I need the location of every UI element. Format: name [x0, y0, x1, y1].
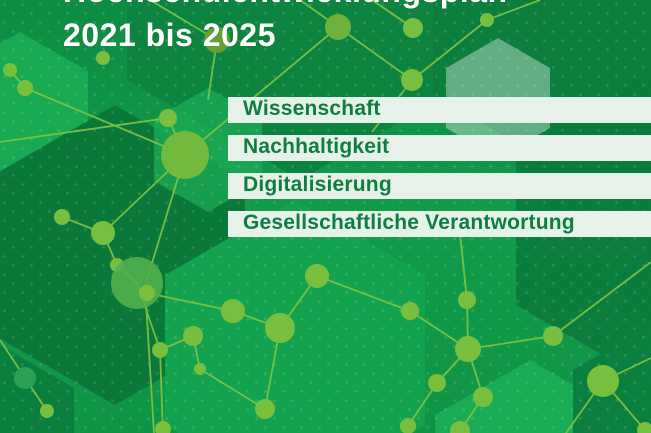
network-nodes: [3, 13, 651, 433]
topic-list: Wissenschaft Nachhaltigkeit Digitalisier…: [228, 97, 651, 249]
topic-label: Nachhaltigkeit: [243, 135, 390, 158]
topic-label: Gesellschaftliche Verantwortung: [243, 211, 575, 234]
page-title: Hochschulentwicklungsplan 2021 bis 2025: [63, 0, 508, 57]
topic-bar-digitalisierung: Digitalisierung: [228, 173, 651, 199]
topic-bar-wissenschaft: Wissenschaft: [228, 97, 651, 123]
topic-label: Digitalisierung: [243, 173, 392, 196]
title-line-1: Hochschulentwicklungsplan: [63, 0, 508, 13]
topic-bar-gesellschaftliche-verantwortung: Gesellschaftliche Verantwortung: [228, 211, 651, 237]
topic-bar-nachhaltigkeit: Nachhaltigkeit: [228, 135, 651, 161]
title-line-2: 2021 bis 2025: [63, 17, 276, 53]
topic-label: Wissenschaft: [243, 97, 381, 120]
